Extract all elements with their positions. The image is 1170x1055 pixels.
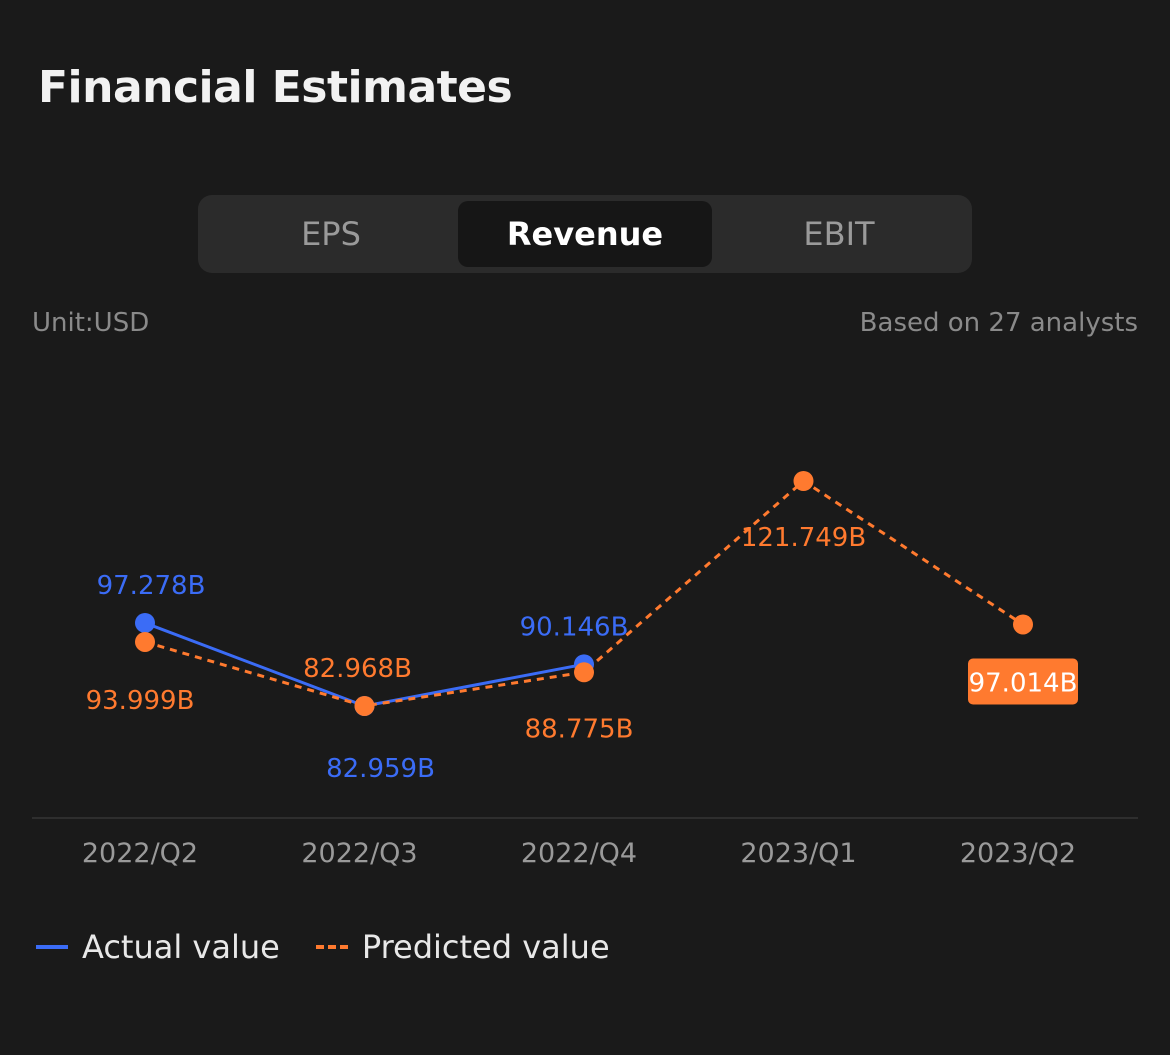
- x-tick-label-0: 2022/Q2: [82, 838, 198, 869]
- legend-predicted[interactable]: Predicted value: [315, 928, 610, 966]
- chart-legend: Actual value Predicted value: [36, 928, 646, 966]
- data-label-predicted-1: 82.968B: [303, 654, 412, 684]
- tab-ebit[interactable]: EBIT: [803, 215, 875, 253]
- unit-label: Unit:USD: [32, 308, 150, 338]
- tab-eps[interactable]: EPS: [301, 215, 361, 253]
- data-label-actual-2: 90.146B: [520, 612, 629, 642]
- data-label-predicted-4: 97.014B: [969, 668, 1078, 698]
- data-point-predicted-3: [793, 471, 814, 491]
- metric-tabs: EPS Revenue EBIT: [198, 195, 972, 273]
- legend-actual-label: Actual value: [82, 928, 280, 966]
- legend-predicted-swatch: [315, 945, 348, 949]
- data-label-predicted-0: 93.999B: [86, 686, 195, 716]
- data-label-predicted-4-badge: [968, 658, 1078, 705]
- data-label-actual-0: 97.278B: [97, 571, 206, 601]
- data-point-actual-0: [135, 612, 155, 633]
- legend-actual-swatch: [36, 945, 68, 949]
- x-tick-label-1: 2022/Q3: [301, 838, 417, 869]
- tab-revenue[interactable]: Revenue: [458, 201, 712, 267]
- x-tick-label-3: 2023/Q1: [740, 838, 856, 869]
- x-tick-label-2: 2022/Q4: [521, 838, 637, 869]
- legend-predicted-label: Predicted value: [361, 928, 610, 966]
- revenue-line-chart: 2022/Q2 2022/Q3 2022/Q4 2023/Q1 2023/Q2 97.27…: [32, 471, 1138, 869]
- data-point-predicted-2: [574, 662, 594, 683]
- data-label-predicted-3: 121.749B: [741, 523, 866, 553]
- x-tick-label-4: 2023/Q2: [960, 838, 1076, 869]
- analysts-count: Based on 27 analysts: [859, 308, 1138, 338]
- page-title: Financial Estimates: [38, 62, 513, 113]
- data-label-actual-1: 82.959B: [326, 754, 435, 784]
- data-point-predicted-0: [135, 631, 155, 652]
- data-point-predicted-1: [354, 695, 375, 716]
- legend-actual[interactable]: Actual value: [36, 928, 280, 966]
- data-label-predicted-2: 88.775B: [525, 714, 634, 744]
- data-point-predicted-4: [1013, 614, 1033, 635]
